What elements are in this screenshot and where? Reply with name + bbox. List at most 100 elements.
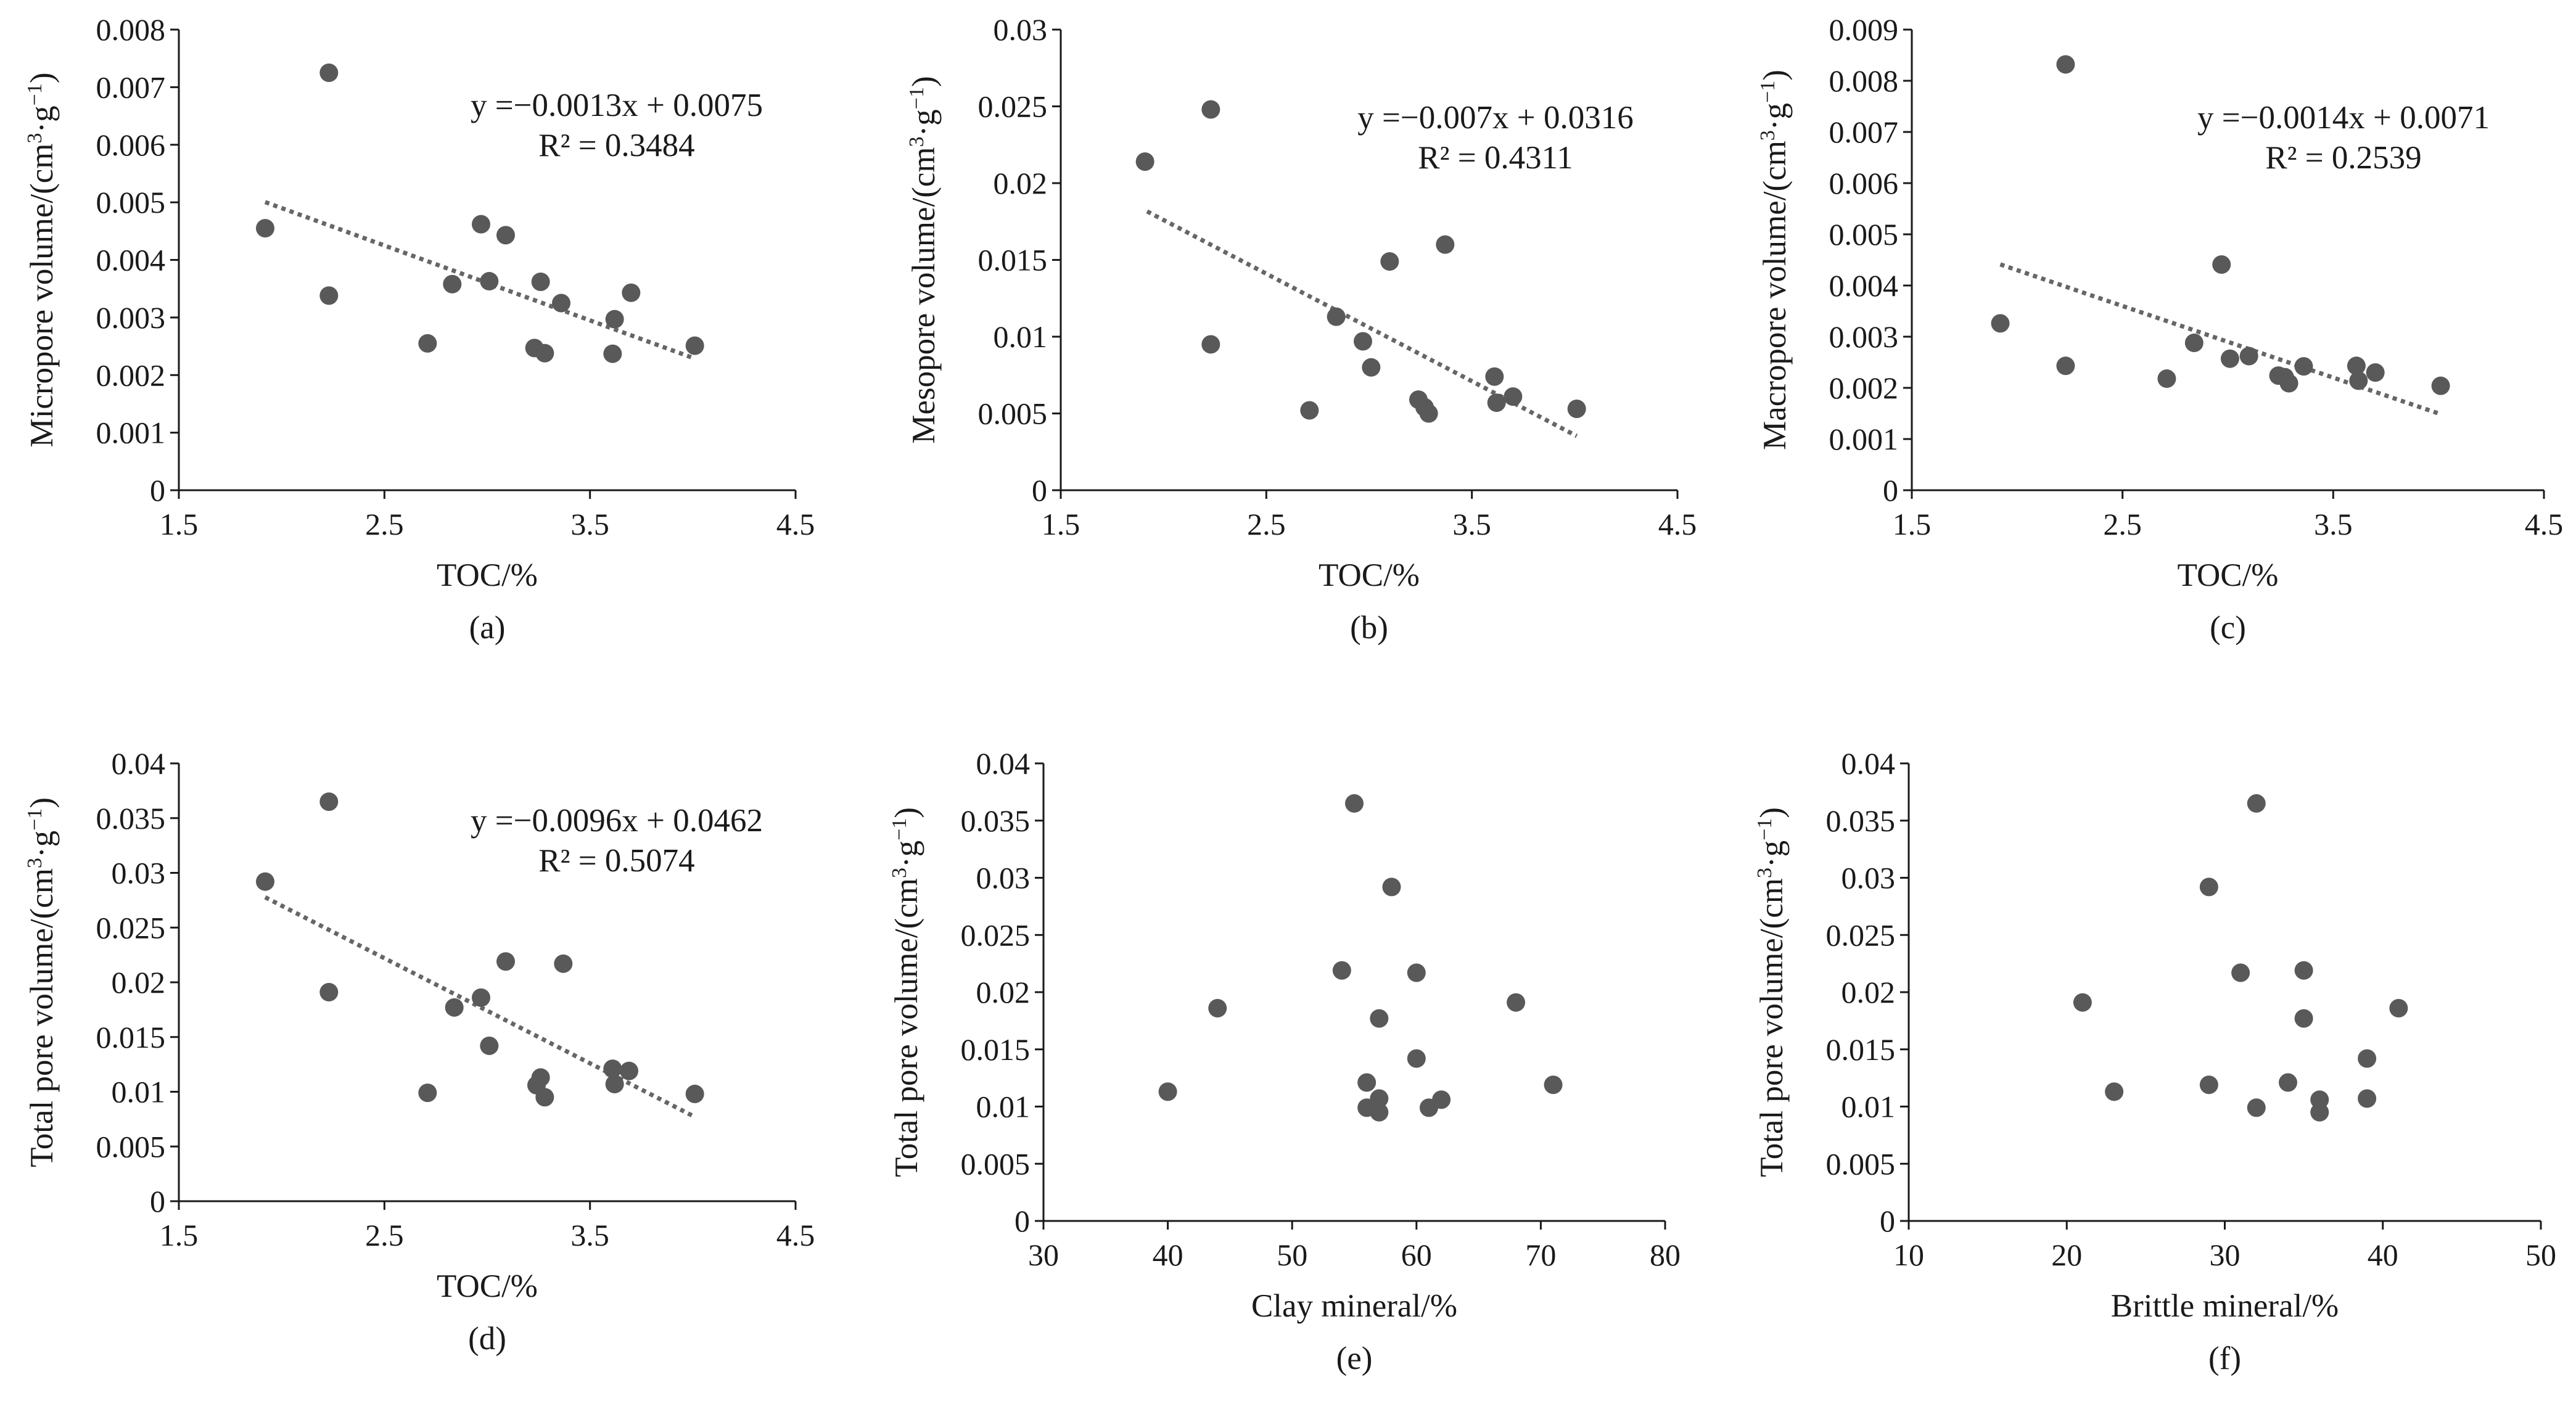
x-tick-label: 80 bbox=[1650, 1238, 1681, 1272]
data-point bbox=[1382, 877, 1401, 897]
y-axis-title: Total pore volume/(cm3·g−1) bbox=[1753, 807, 1790, 1177]
x-tick-label: 4.5 bbox=[776, 507, 815, 541]
data-point bbox=[1567, 400, 1586, 419]
y-axis-title-part: 3 bbox=[888, 868, 911, 878]
data-point bbox=[2247, 794, 2266, 813]
y-tick-label: 0.008 bbox=[96, 12, 166, 47]
data-point bbox=[535, 343, 554, 363]
y-tick-label: 0.01 bbox=[1841, 1090, 1896, 1124]
y-axis-title-part: 3 bbox=[1756, 130, 1779, 141]
y-tick-label: 0.015 bbox=[96, 1020, 166, 1054]
data-point bbox=[603, 1059, 622, 1078]
r-squared: R² = 0.4311 bbox=[1418, 140, 1573, 176]
data-point bbox=[1208, 998, 1227, 1017]
data-point bbox=[1407, 963, 1426, 982]
y-tick-label: 0.04 bbox=[1841, 746, 1896, 781]
y-axis-title-part: ·g bbox=[1757, 103, 1793, 130]
y-axis-title-part: ) bbox=[24, 797, 60, 808]
y-tick-label: 0.002 bbox=[1829, 371, 1899, 405]
y-axis-title: Macropore volume/(cm3·g−1) bbox=[1756, 70, 1793, 450]
trend-equation: y =−0.0013x + 0.0075 bbox=[471, 88, 763, 123]
y-axis-title-part: −1 bbox=[23, 808, 46, 831]
data-point bbox=[1507, 993, 1526, 1012]
y-axis-title-part: 3 bbox=[1753, 868, 1776, 878]
data-point bbox=[1380, 252, 1399, 271]
y-tick-label: 0.004 bbox=[1829, 268, 1899, 303]
data-point bbox=[1487, 393, 1506, 413]
data-point bbox=[1370, 1089, 1389, 1108]
y-tick-label: 0.001 bbox=[1829, 422, 1899, 456]
y-axis-title-part: −1 bbox=[1753, 818, 1776, 840]
data-point bbox=[1370, 1009, 1389, 1028]
x-tick-label: 2.5 bbox=[1247, 507, 1286, 541]
data-point bbox=[685, 1085, 704, 1104]
data-point bbox=[480, 272, 499, 291]
y-tick-label: 0.015 bbox=[961, 1032, 1031, 1067]
panel-caption: (a) bbox=[469, 610, 506, 646]
data-point bbox=[2231, 963, 2250, 982]
y-axis-title-part: Mesopore volume/(cm bbox=[906, 147, 942, 443]
data-point bbox=[2349, 371, 2368, 390]
data-point bbox=[1432, 1090, 1451, 1109]
data-point bbox=[2247, 1098, 2266, 1117]
r-squared: R² = 0.3484 bbox=[538, 128, 694, 163]
y-axis-title-part: 3 bbox=[905, 136, 928, 147]
y-tick-label: 0.005 bbox=[978, 396, 1048, 431]
y-tick-label: 0.015 bbox=[978, 243, 1048, 277]
data-point bbox=[685, 336, 704, 355]
x-tick-label: 30 bbox=[2210, 1238, 2241, 1272]
data-point bbox=[1135, 152, 1154, 171]
data-point bbox=[418, 334, 437, 353]
y-tick-label: 0.04 bbox=[112, 746, 166, 781]
y-axis-title: Mesopore volume/(cm3·g−1) bbox=[905, 76, 942, 443]
x-axis-title: TOC/% bbox=[437, 1268, 538, 1304]
x-tick-label: 2.5 bbox=[365, 507, 404, 541]
data-point bbox=[2105, 1082, 2124, 1101]
data-point bbox=[2279, 1073, 2297, 1092]
panel-d: 0 0.005 0.01 0.015 0.02 0.025 0.03 0.035 0.04 1.5… bbox=[23, 746, 815, 1357]
y-axis-title-part: ) bbox=[24, 72, 60, 83]
x-axis-title: Clay mineral/% bbox=[1251, 1288, 1457, 1324]
data-point bbox=[2073, 993, 2092, 1012]
y-axis-title-part: Macropore volume/(cm bbox=[1757, 141, 1793, 450]
y-axis-title-part: Total pore volume/(cm bbox=[1754, 878, 1790, 1177]
panel-e: 0 0.005 0.01 0.015 0.02 0.025 0.03 0.035 0.04 30 4… bbox=[888, 746, 1681, 1376]
y-axis-title-part: Micropore volume/(cm bbox=[24, 143, 60, 447]
data-point bbox=[1485, 367, 1504, 386]
y-tick-label: 0.025 bbox=[1826, 918, 1896, 952]
y-tick-label: 0.004 bbox=[96, 243, 166, 277]
y-axis-title-part: −1 bbox=[888, 818, 911, 840]
data-point bbox=[2294, 357, 2313, 376]
x-tick-label: 60 bbox=[1401, 1238, 1432, 1272]
data-point bbox=[1345, 794, 1364, 813]
data-point bbox=[418, 1083, 437, 1103]
x-tick-label: 2.5 bbox=[2103, 507, 2142, 541]
data-point bbox=[622, 283, 641, 302]
data-point bbox=[480, 1036, 499, 1055]
data-point bbox=[1201, 100, 1220, 119]
y-tick-label: 0.003 bbox=[1829, 319, 1899, 354]
y-tick-label: 0.02 bbox=[994, 166, 1048, 200]
x-tick-label: 4.5 bbox=[1658, 507, 1697, 541]
x-tick-label: 50 bbox=[2525, 1238, 2556, 1272]
y-tick-label: 0.008 bbox=[1829, 64, 1899, 98]
data-point bbox=[2389, 998, 2408, 1017]
panel-c: 0 0.001 0.002 0.003 0.004 0.005 0.006 0.007 0.00… bbox=[1756, 12, 2563, 646]
y-tick-label: 0.01 bbox=[994, 319, 1048, 354]
x-tick-label: 3.5 bbox=[2314, 507, 2353, 541]
data-point bbox=[603, 344, 622, 363]
data-point bbox=[535, 1088, 554, 1107]
x-tick-label: 3.5 bbox=[1452, 507, 1491, 541]
data-point bbox=[256, 219, 274, 238]
x-tick-label: 50 bbox=[1277, 1238, 1307, 1272]
data-point bbox=[1327, 307, 1346, 326]
y-tick-label: 0.005 bbox=[1829, 217, 1899, 252]
data-point bbox=[319, 982, 339, 1001]
panel-caption: (b) bbox=[1350, 610, 1388, 646]
y-axis-title: Micropore volume/(cm3·g−1) bbox=[23, 72, 60, 447]
x-tick-label: 40 bbox=[2368, 1238, 2398, 1272]
y-tick-label: 0.005 bbox=[96, 185, 166, 220]
data-point bbox=[443, 274, 462, 294]
y-tick-label: 0.04 bbox=[976, 746, 1031, 781]
